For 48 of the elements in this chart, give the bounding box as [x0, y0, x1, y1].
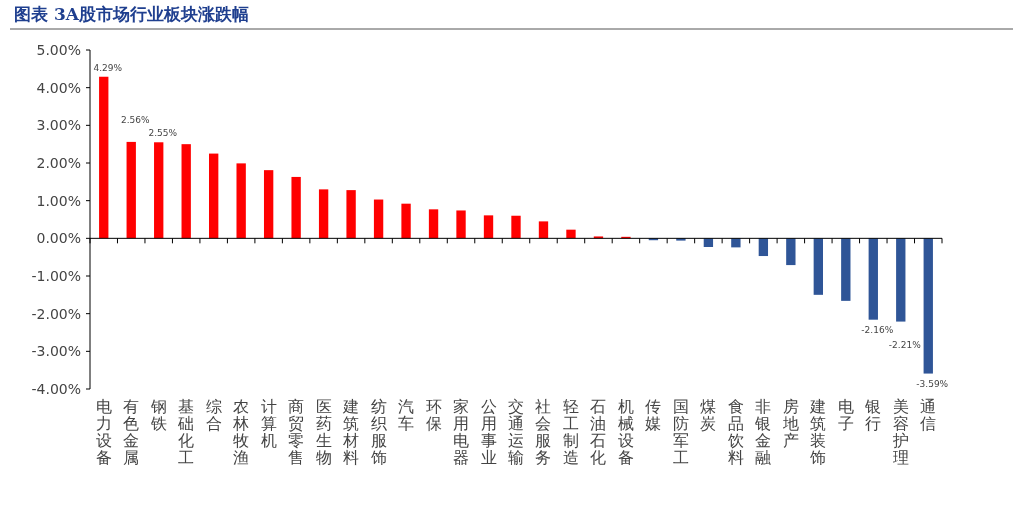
x-tick-label: 食品饮料 — [726, 397, 744, 467]
y-tick-label: 2.00% — [36, 155, 81, 171]
data-label: -2.16% — [861, 324, 894, 335]
x-tick-label: 轻工制造 — [562, 397, 579, 467]
x-tick-label: 电子 — [837, 397, 854, 433]
x-tick-label: 医药生物 — [315, 397, 332, 467]
x-tick-label: 交通运输 — [508, 397, 524, 467]
x-tick-label: 有色金属 — [123, 397, 140, 467]
x-tick-label: 机械设备 — [617, 397, 634, 467]
x-tick-label: 银行 — [864, 397, 882, 433]
y-tick-label: 5.00% — [36, 42, 81, 58]
x-tick-label: 计算机 — [260, 397, 277, 450]
x-tick-label: 基础化工 — [177, 397, 195, 467]
chart-title: 图表 3A股市场行业板块涨跌幅 — [14, 4, 249, 24]
x-tick-label: 建筑材料 — [342, 397, 360, 467]
x-tick-label: 商贸零售 — [288, 397, 305, 467]
y-tick-label: 4.00% — [36, 79, 81, 96]
y-tick-label: 0.00% — [36, 230, 81, 247]
x-tick-label: 公用事业 — [480, 397, 497, 467]
x-tick-label: 煤炭 — [700, 397, 717, 433]
y-tick-label: -3.00% — [31, 343, 81, 360]
x-tick-label: 钢铁 — [149, 397, 167, 433]
y-tick-label: 3.00% — [36, 117, 81, 134]
y-tick-label: 1.00% — [36, 192, 81, 209]
x-tick-label: 非银金融 — [754, 397, 772, 467]
x-tick-label: 国防军工 — [672, 397, 689, 467]
data-label: 2.56% — [120, 114, 150, 125]
x-tick-label: 汽车 — [398, 397, 415, 433]
x-tick-label: 房地产 — [781, 397, 799, 450]
data-label: -3.59% — [916, 378, 949, 389]
x-tick-label: 石油石化 — [590, 397, 607, 467]
x-tick-label: 综合 — [205, 397, 222, 433]
x-tick-label: 农林牧渔 — [232, 397, 250, 467]
x-tick-label: 电力设备 — [95, 397, 112, 467]
data-label: -2.21% — [888, 339, 922, 350]
x-tick-label: 环保 — [425, 397, 442, 433]
data-label: 2.55% — [148, 128, 178, 139]
y-tick-label: -2.00% — [31, 305, 81, 322]
y-tick-label: -1.00% — [31, 268, 81, 284]
data-label: 4.29% — [93, 62, 123, 73]
x-tick-label: 家用电器 — [453, 397, 470, 467]
x-tick-label: 通信 — [920, 397, 937, 433]
x-tick-label: 建筑装饰 — [809, 397, 827, 467]
x-tick-label: 美容护理 — [891, 397, 909, 467]
x-tick-label: 社会服务 — [535, 397, 552, 467]
x-tick-label: 纺织服饰 — [369, 397, 387, 467]
x-tick-label: 传媒 — [645, 397, 662, 433]
y-tick-label: -4.00% — [31, 381, 81, 397]
